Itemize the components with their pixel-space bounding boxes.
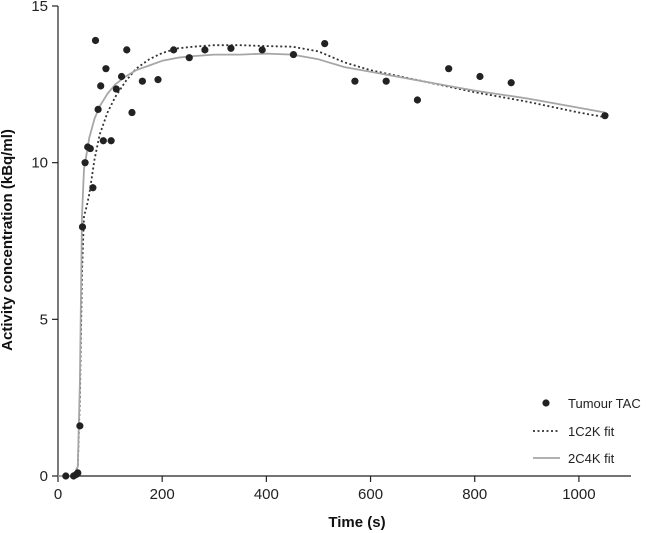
data-point — [601, 112, 609, 120]
data-point — [97, 82, 105, 90]
x-tick-label: 0 — [54, 486, 62, 503]
data-point — [170, 46, 178, 54]
data-point — [138, 77, 146, 85]
data-point — [102, 65, 110, 73]
series-line-2c4k-fit — [58, 52, 606, 477]
y-tick-label: 0 — [40, 468, 48, 485]
legend-label-tumour-tac: Tumour TAC — [568, 396, 641, 411]
x-tick-label: 1000 — [562, 486, 595, 503]
data-point — [86, 144, 94, 153]
x-tick-label: 800 — [462, 486, 487, 503]
legend-label-1c2k-fit: 1C2K fit — [568, 424, 615, 439]
series-layer — [58, 36, 609, 480]
data-point — [507, 79, 515, 87]
data-point — [351, 77, 359, 85]
data-point — [99, 137, 107, 145]
data-point — [128, 108, 136, 117]
data-point — [321, 40, 329, 48]
legend-marker-tumour-tac — [542, 399, 550, 407]
data-point — [81, 159, 89, 167]
legend-label-2c4k-fit: 2C4K fit — [568, 451, 615, 466]
axes-layer: 0 5 10 15 0 200 400 600 800 1000 — [31, 0, 631, 503]
data-point — [185, 54, 193, 62]
data-point — [227, 44, 235, 52]
x-tick-label: 600 — [358, 486, 383, 503]
data-point — [91, 36, 100, 45]
data-point — [78, 223, 87, 231]
x-axis-title: Time (s) — [328, 514, 385, 531]
data-point — [62, 472, 70, 480]
data-point — [74, 469, 82, 477]
y-axis-title: Activity concentration (kBq/ml) — [0, 129, 16, 351]
data-point — [123, 46, 131, 54]
data-point — [117, 72, 126, 81]
data-point — [112, 85, 120, 93]
x-tick-label: 400 — [254, 486, 279, 503]
y-tick-label: 10 — [31, 155, 48, 172]
data-point — [289, 50, 298, 59]
data-point — [382, 77, 390, 85]
data-point — [94, 105, 102, 113]
data-point — [258, 46, 266, 54]
data-point — [89, 184, 97, 192]
x-tick-label: 200 — [150, 486, 175, 503]
data-point — [76, 422, 84, 430]
data-point — [201, 46, 209, 54]
y-tick-label: 5 — [40, 311, 48, 328]
data-point — [476, 72, 484, 81]
legend-layer: Tumour TAC 1C2K fit 2C4K fit — [533, 396, 641, 466]
data-point — [413, 96, 422, 104]
series-line-1c2k-fit — [58, 44, 606, 477]
data-point — [445, 65, 453, 73]
y-tick-label: 15 — [31, 0, 48, 15]
data-point — [154, 76, 162, 84]
data-point — [107, 137, 115, 145]
